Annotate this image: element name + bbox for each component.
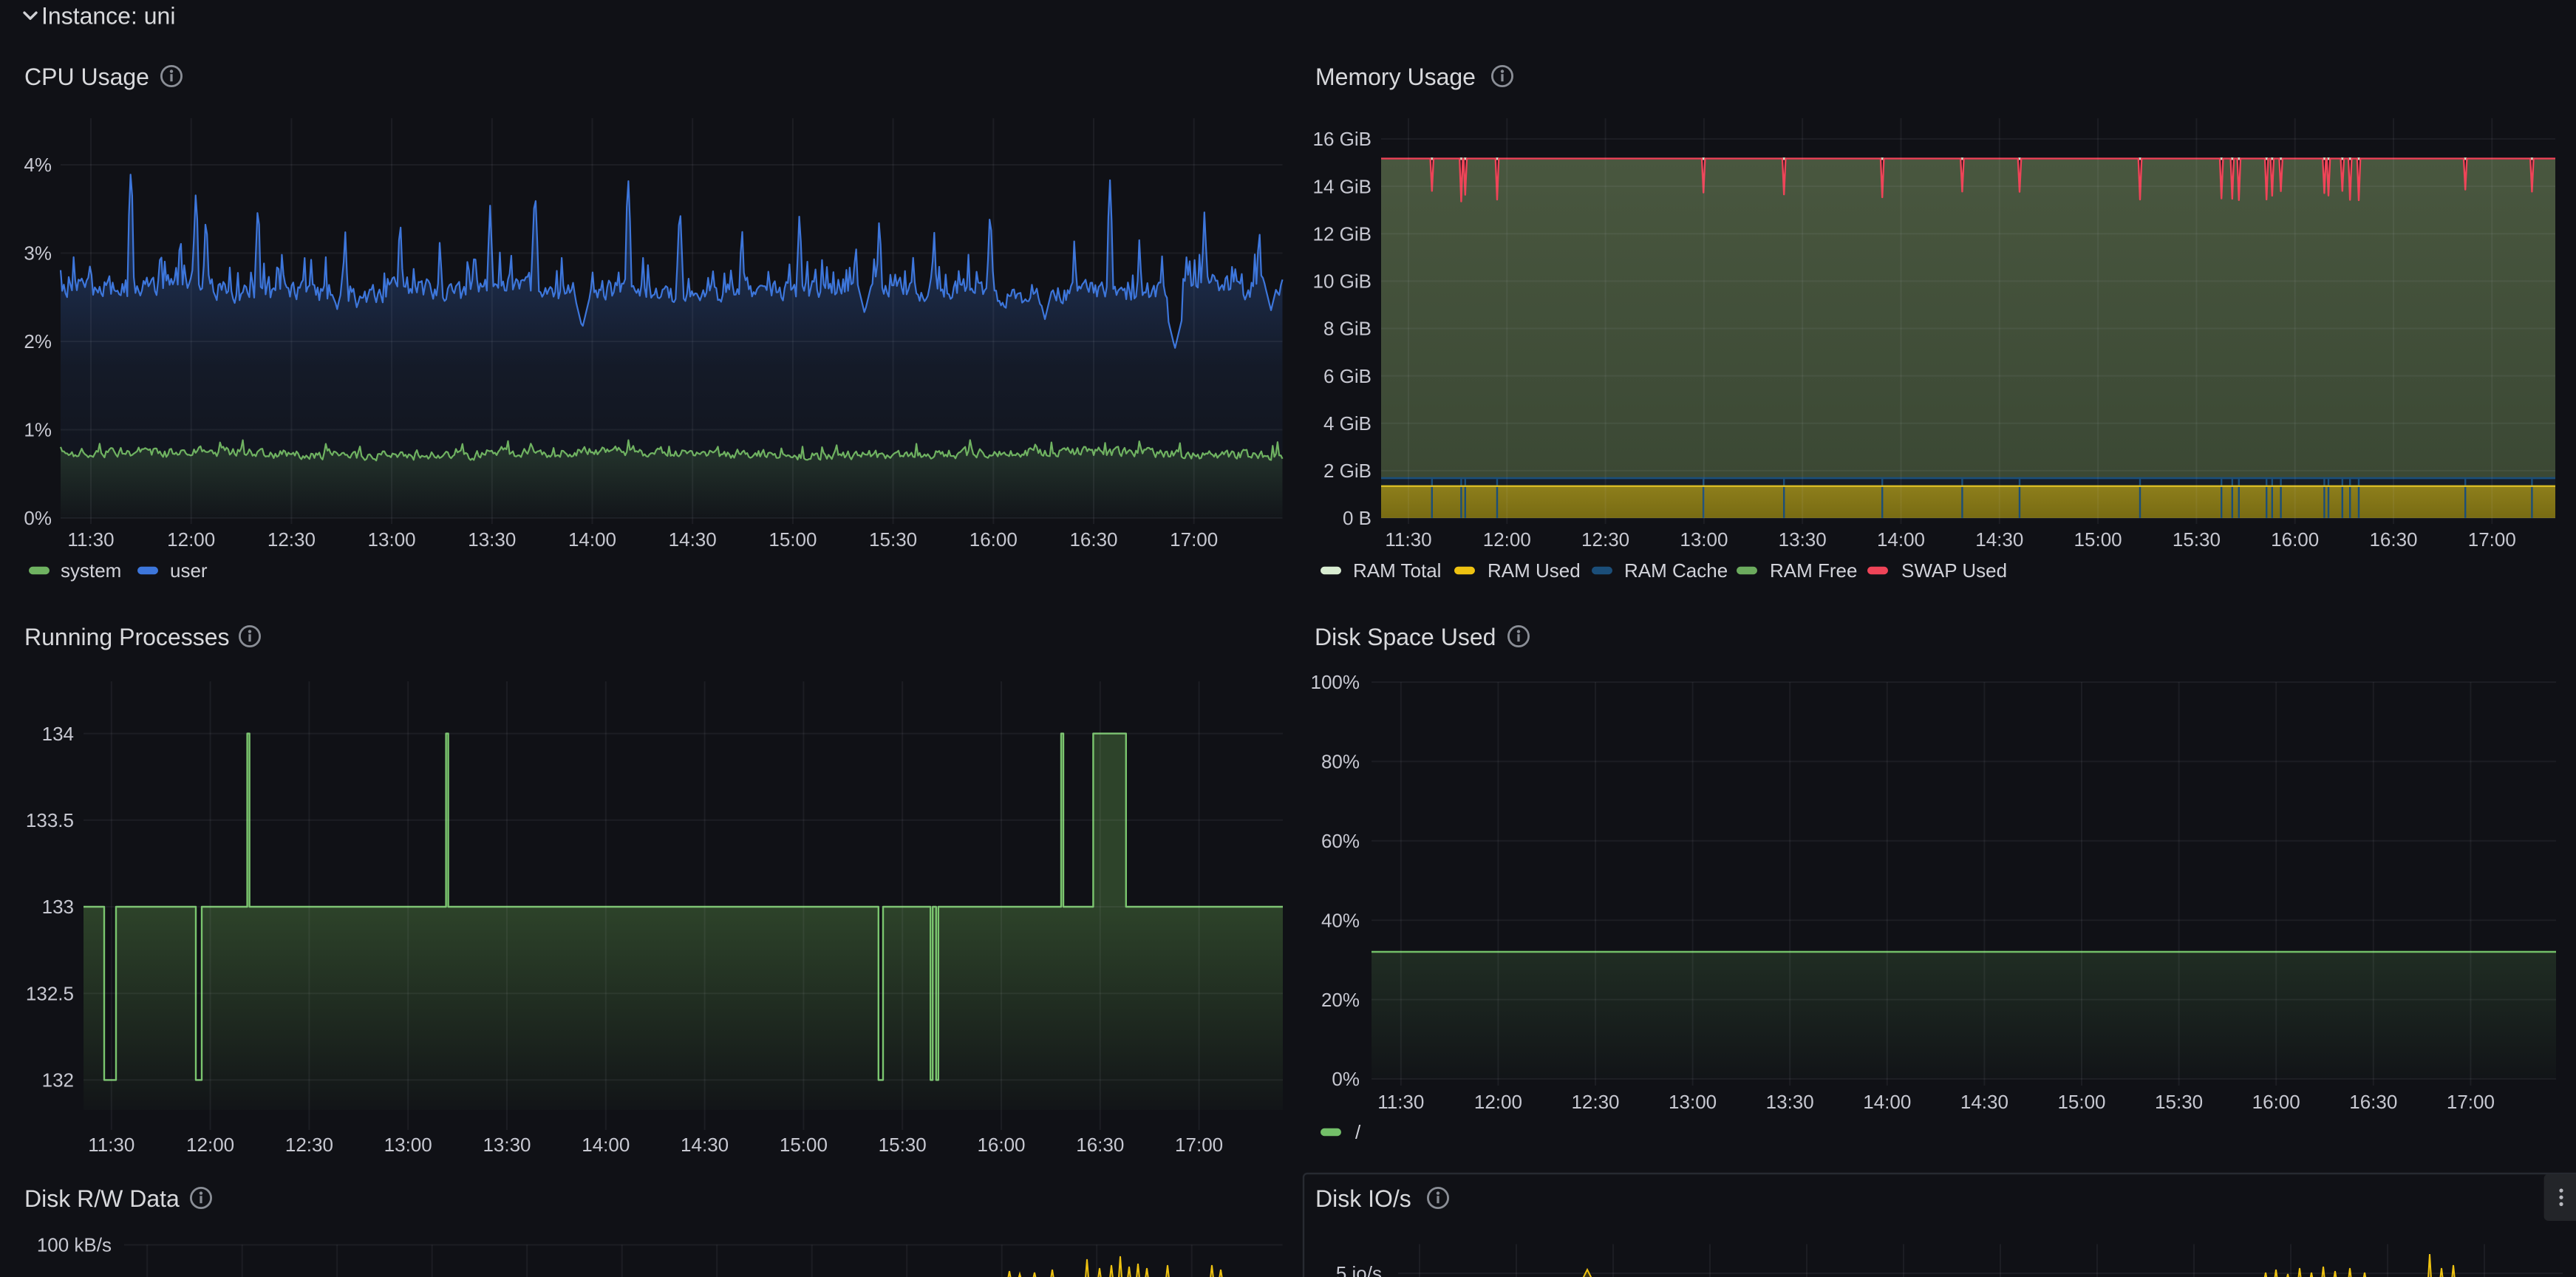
svg-text:13:30: 13:30 [468,528,516,551]
svg-text:16:30: 16:30 [2369,528,2417,551]
svg-text:13:00: 13:00 [368,528,416,551]
svg-text:13:30: 13:30 [1766,1091,1814,1113]
svg-text:14:00: 14:00 [1863,1091,1911,1113]
svg-text:12:00: 12:00 [1474,1091,1522,1113]
svg-text:Disk Space Used: Disk Space Used [1315,624,1496,650]
svg-text:0%: 0% [24,507,52,529]
svg-text:/: / [1355,1121,1361,1143]
svg-text:0%: 0% [1332,1068,1360,1090]
svg-text:14:30: 14:30 [1960,1091,2008,1113]
svg-text:1%: 1% [24,419,52,441]
svg-text:11:30: 11:30 [1377,1091,1424,1113]
svg-text:CPU Usage: CPU Usage [24,64,149,90]
svg-text:40%: 40% [1321,909,1360,931]
svg-text:4%: 4% [24,154,52,176]
svg-text:Instance: uni: Instance: uni [41,2,175,29]
svg-text:13:00: 13:00 [384,1134,432,1156]
svg-text:11:30: 11:30 [1385,528,1431,551]
svg-text:20%: 20% [1321,989,1360,1011]
svg-text:12 GiB: 12 GiB [1313,222,1372,245]
svg-text:12:30: 12:30 [268,528,316,551]
svg-text:8 GiB: 8 GiB [1323,318,1372,340]
svg-text:15:30: 15:30 [2155,1091,2203,1113]
svg-text:15:30: 15:30 [869,528,917,551]
svg-text:132: 132 [42,1069,74,1092]
svg-text:14:00: 14:00 [568,528,616,551]
svg-text:10 GiB: 10 GiB [1313,270,1372,293]
svg-text:12:30: 12:30 [1571,1091,1619,1113]
svg-text:132.5: 132.5 [26,982,74,1004]
svg-text:Disk IO/s: Disk IO/s [1315,1185,1411,1212]
svg-text:RAM Total: RAM Total [1353,559,1441,582]
svg-text:user: user [170,559,208,582]
svg-text:14:00: 14:00 [582,1134,630,1156]
svg-text:11:30: 11:30 [67,528,114,551]
svg-text:12:30: 12:30 [285,1134,333,1156]
svg-text:Running Processes: Running Processes [24,624,229,650]
svg-text:133: 133 [42,896,74,918]
svg-text:16:00: 16:00 [2271,528,2319,551]
svg-text:12:30: 12:30 [1581,528,1629,551]
svg-text:80%: 80% [1321,751,1360,773]
svg-text:14 GiB: 14 GiB [1313,175,1372,197]
svg-text:15:00: 15:00 [780,1134,828,1156]
svg-text:17:00: 17:00 [1175,1134,1223,1156]
svg-text:133.5: 133.5 [26,809,74,831]
svg-text:60%: 60% [1321,830,1360,852]
svg-text:13:30: 13:30 [483,1134,531,1156]
svg-text:Memory Usage: Memory Usage [1315,64,1476,90]
svg-text:17:00: 17:00 [2447,1091,2495,1113]
svg-text:16:30: 16:30 [1076,1134,1124,1156]
svg-text:RAM Cache: RAM Cache [1624,559,1728,582]
svg-text:RAM Used: RAM Used [1488,559,1581,582]
svg-text:13:30: 13:30 [1779,528,1827,551]
svg-text:system: system [61,559,121,582]
svg-text:15:30: 15:30 [2173,528,2221,551]
svg-text:16 GiB: 16 GiB [1313,128,1372,150]
svg-text:RAM Free: RAM Free [1770,559,1857,582]
svg-text:134: 134 [42,723,74,745]
svg-text:6 GiB: 6 GiB [1323,365,1372,387]
svg-text:15:00: 15:00 [2057,1091,2105,1113]
svg-text:15:00: 15:00 [2074,528,2122,551]
svg-text:4 GiB: 4 GiB [1323,412,1372,435]
svg-text:Disk R/W Data: Disk R/W Data [24,1185,180,1212]
svg-text:14:30: 14:30 [1975,528,2023,551]
svg-text:16:00: 16:00 [2252,1091,2300,1113]
svg-text:15:00: 15:00 [769,528,817,551]
svg-text:2 GiB: 2 GiB [1323,460,1372,482]
svg-text:12:00: 12:00 [1483,528,1531,551]
svg-text:100%: 100% [1311,671,1360,693]
svg-text:17:00: 17:00 [2468,528,2516,551]
svg-text:15:30: 15:30 [879,1134,927,1156]
svg-text:13:00: 13:00 [1669,1091,1717,1113]
svg-text:12:00: 12:00 [167,528,215,551]
svg-text:12:00: 12:00 [186,1134,234,1156]
svg-text:11:30: 11:30 [88,1134,134,1156]
svg-text:13:00: 13:00 [1680,528,1728,551]
svg-text:14:30: 14:30 [669,528,717,551]
svg-text:16:00: 16:00 [977,1134,1025,1156]
svg-text:14:00: 14:00 [1877,528,1925,551]
svg-text:0 B: 0 B [1343,507,1372,529]
svg-text:16:00: 16:00 [970,528,1018,551]
svg-text:2%: 2% [24,330,52,353]
svg-text:5 io/s: 5 io/s [1336,1262,1382,1277]
svg-text:3%: 3% [24,242,52,265]
svg-text:16:30: 16:30 [2349,1091,2397,1113]
svg-text:SWAP Used: SWAP Used [1901,559,2007,582]
svg-text:14:30: 14:30 [681,1134,729,1156]
svg-text:100 kB/s: 100 kB/s [37,1234,112,1256]
svg-text:16:30: 16:30 [1069,528,1117,551]
svg-text:17:00: 17:00 [1170,528,1218,551]
